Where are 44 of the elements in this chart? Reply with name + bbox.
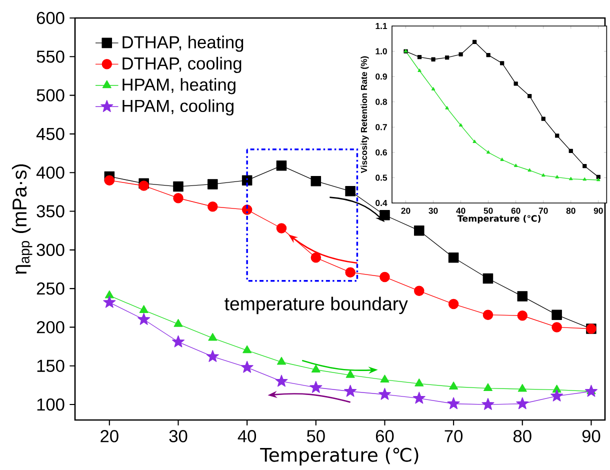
x-tick-label: 50 <box>484 208 493 214</box>
y-tick-label: 150 <box>37 360 64 372</box>
y-tick-label: 1.1 <box>376 23 388 29</box>
x-tick-label: 90 <box>594 208 603 214</box>
legend-label: HPAM, cooling <box>122 99 234 116</box>
x-tick-label: 70 <box>444 430 463 442</box>
x-tick-label: 60 <box>511 208 520 214</box>
legend-label: DTHAP, cooling <box>122 56 242 74</box>
y-tick-label: 300 <box>36 244 64 256</box>
x-tick-label: 20 <box>100 430 118 442</box>
y-tick-label: 350 <box>36 205 64 218</box>
y-tick-label: 550 <box>36 50 64 63</box>
x-tick-label: 40 <box>456 208 466 214</box>
legend-label: DTHAP, heating <box>122 36 244 52</box>
annotation: temperature boundary <box>224 296 408 314</box>
y-tick-label: 450 <box>36 128 64 140</box>
x-tick-label: 90 <box>582 430 600 442</box>
x-tick-label: 30 <box>169 430 188 442</box>
y-tick-label: 1.0 <box>376 48 387 54</box>
x-tick-label: 40 <box>238 430 256 442</box>
x-tick-label: 70 <box>538 208 548 214</box>
x-tick-label: 60 <box>376 430 394 442</box>
y-tick-label: 0.7 <box>376 124 387 130</box>
y-tick-label: 600 <box>36 12 64 24</box>
y-tick-label: 0.4 <box>376 200 388 206</box>
y-tick-label: 0.5 <box>376 174 388 181</box>
y-tick-label: 0.9 <box>376 74 387 80</box>
y-tick-label: 0.8 <box>376 98 388 105</box>
x-tick-label: 20 <box>401 208 410 214</box>
y-axis-title: Viscosity Retention Rate (%) <box>360 56 369 174</box>
x-axis-title: Temperature (℃) <box>457 215 540 224</box>
y-tick-label: 500 <box>36 89 64 102</box>
x-tick-label: 80 <box>566 208 576 214</box>
x-tick-label: 80 <box>514 430 532 442</box>
x-tick-label: 30 <box>428 208 438 214</box>
y-tick-label: 200 <box>36 321 64 334</box>
y-tick-label: 400 <box>36 166 64 179</box>
x-tick-label: 50 <box>306 430 325 442</box>
y-tick-label: 0.6 <box>376 149 387 156</box>
x-axis-title: Temperature (℃) <box>260 447 418 466</box>
y-tick-label: 100 <box>37 398 64 411</box>
y-axis-title: η$_{app}$ (mPa·s) <box>12 164 32 274</box>
y-tick-label: 250 <box>36 282 64 295</box>
legend-label: HPAM, heating <box>122 78 236 94</box>
